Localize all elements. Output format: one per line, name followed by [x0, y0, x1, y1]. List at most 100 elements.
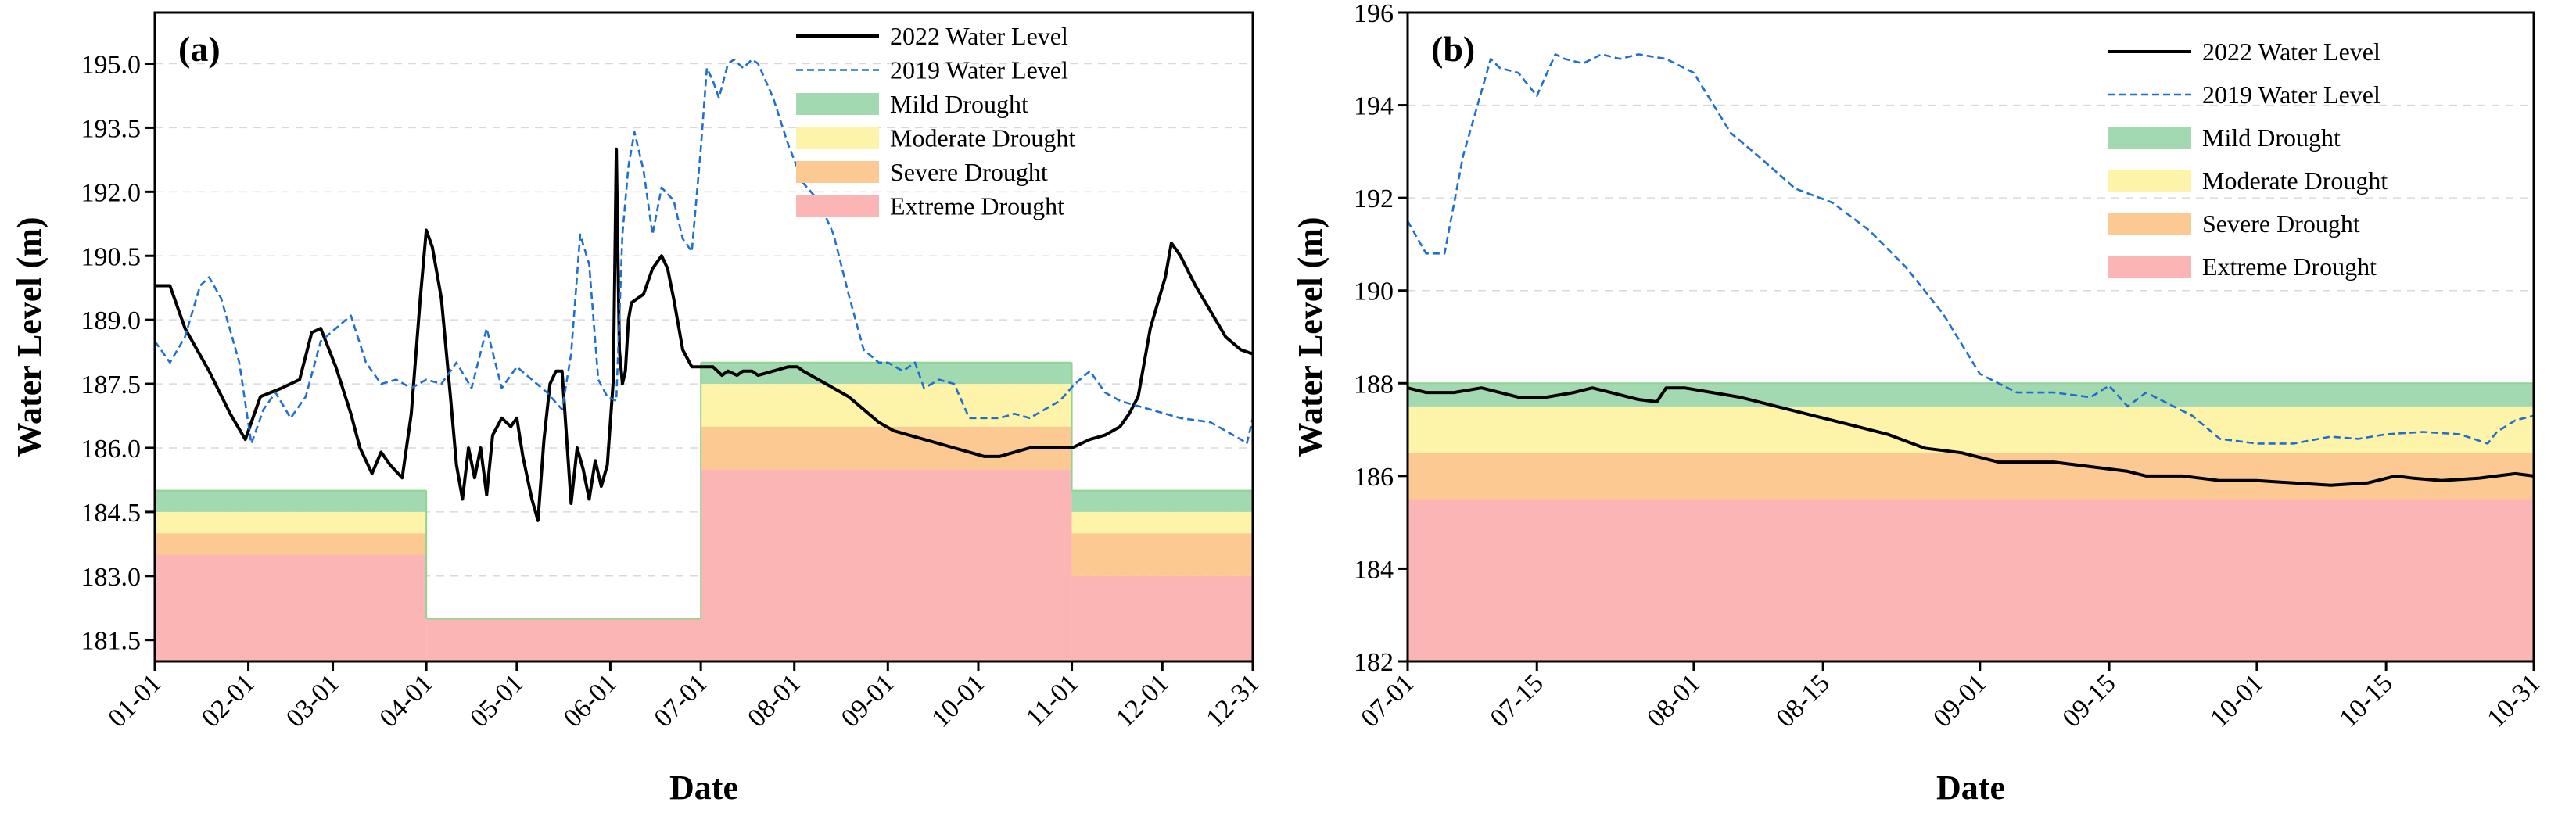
extreme-drought-band: [1071, 575, 1253, 661]
x-tick-label: 05-01: [465, 668, 529, 732]
y-tick-label: 190.5: [81, 242, 142, 271]
y-tick-label: 182: [1354, 648, 1394, 677]
panel-a-series: [153, 58, 1254, 522]
x-tick-label: 09-01: [1928, 668, 1992, 732]
panel-b-frame: [1406, 11, 2535, 663]
x-tick-label: 09-01: [836, 668, 900, 732]
panel-a-y-ticks: 181.5 183.0 184.5 186.0 187.5 189.0 190.5 192.0…: [81, 51, 155, 656]
legend-entry-severe-swatch: [796, 161, 879, 183]
y-tick-label: 192: [1354, 184, 1394, 213]
panel-a-frame: [153, 11, 1254, 663]
mild-drought-band: [1408, 383, 2534, 406]
x-tick-label: 03-01: [281, 668, 345, 732]
x-tick-label: 01-01: [102, 668, 167, 732]
moderate-drought-band: [701, 384, 1072, 427]
y-tick-label: 189.0: [81, 306, 142, 335]
legend-entry-2022-label: 2022 Water Level: [2202, 38, 2380, 66]
x-tick-label: 10-01: [926, 668, 990, 732]
x-tick-label: 06-01: [558, 668, 622, 732]
series-2022-water-level: [155, 147, 1254, 522]
x-tick-label: 10-01: [2205, 668, 2269, 732]
severe-drought-band: [1408, 453, 2534, 500]
x-tick-label: 04-01: [375, 668, 439, 732]
x-tick-label: 10-31: [2481, 668, 2546, 732]
extreme-drought-band: [1408, 499, 2534, 661]
legend-entry-mild-label: Mild Drought: [2202, 124, 2341, 152]
series-2022-water-level: [1407, 386, 2535, 487]
extreme-drought-band: [426, 618, 701, 661]
moderate-drought-band: [1408, 406, 2534, 453]
x-tick-label: 08-01: [1641, 668, 1706, 732]
panel-a-drought-bands: [155, 361, 1253, 661]
legend-entry-mild-label: Mild Drought: [890, 90, 1028, 118]
x-tick-label: 07-01: [649, 668, 713, 732]
moderate-drought-band: [1071, 511, 1253, 534]
series-2019-water-level: [153, 58, 1254, 445]
moderate-drought-band: [155, 511, 427, 534]
panel-b-chart: 182 184 186 188 190 192 194 196 07-01 07-15 08-01…: [1291, 0, 2546, 807]
legend-entry-extreme-label: Extreme Drought: [2202, 252, 2377, 281]
legend-entry-extreme-swatch: [2108, 256, 2191, 278]
legend-entry-extreme-label: Extreme Drought: [890, 192, 1064, 220]
y-tick-label: 196: [1354, 0, 1394, 28]
panel-b-label: (b): [1431, 29, 1475, 69]
extreme-drought-band: [155, 554, 427, 661]
x-tick-label: 11-01: [1021, 668, 1084, 732]
severe-drought-band: [1071, 533, 1253, 576]
panel-a-x-ticks: 01-01 02-01 03-01 04-01 05-01 06-01 07-01 08-01…: [102, 661, 1265, 733]
x-tick-label: 09-15: [2057, 668, 2121, 732]
legend-entry-moderate-swatch: [796, 127, 879, 149]
y-tick-label: 184.5: [81, 499, 142, 528]
y-tick-label: 187.5: [81, 371, 142, 399]
y-tick-label: 190: [1354, 278, 1394, 306]
legend-entry-2019-label: 2019 Water Level: [2202, 81, 2380, 109]
legend-entry-mild-swatch: [2108, 127, 2191, 149]
y-tick-label: 192.0: [81, 178, 142, 207]
y-tick-label: 184: [1354, 555, 1394, 584]
severe-drought-band: [155, 533, 427, 555]
series-2019-water-level: [1406, 53, 2535, 445]
panel-b-y-axis-label: Water Level (m): [1291, 217, 1329, 457]
mild-drought-band: [1071, 490, 1253, 512]
x-tick-label: 07-01: [1355, 668, 1419, 732]
panel-a-legend: 2022 Water Level 2019 Water Level Mild Dro…: [796, 22, 1075, 220]
panel-b-series: [1406, 53, 2535, 487]
legend-entry-moderate-swatch: [2108, 170, 2191, 192]
y-tick-label: 193.5: [81, 114, 142, 143]
x-tick-label: 07-15: [1485, 668, 1549, 732]
legend-entry-moderate-label: Moderate Drought: [890, 124, 1075, 152]
legend-entry-mild-swatch: [796, 93, 879, 115]
panel-a-chart: 181.5 183.0 184.5 186.0 187.5 189.0 190.5 192.0…: [10, 11, 1265, 807]
legend-entry-2022-label: 2022 Water Level: [890, 22, 1068, 50]
legend-entry-extreme-swatch: [796, 195, 879, 217]
panel-b-legend: 2022 Water Level 2019 Water Level Mild Dro…: [2108, 38, 2388, 281]
panel-b-y-ticks: 182 184 186 188 190 192 194 196: [1354, 0, 1408, 677]
panel-a-y-axis-label: Water Level (m): [10, 217, 48, 457]
legend-entry-severe-swatch: [2108, 213, 2191, 235]
x-tick-label: 12-01: [1110, 668, 1175, 732]
severe-drought-band: [701, 426, 1072, 470]
y-tick-label: 186.0: [81, 435, 142, 464]
legend-entry-severe-label: Severe Drought: [890, 158, 1048, 186]
x-tick-label: 12-31: [1200, 668, 1265, 732]
y-tick-label: 181.5: [81, 627, 142, 656]
mild-drought-band: [155, 490, 427, 512]
y-tick-label: 195.0: [81, 51, 142, 80]
x-tick-label: 02-01: [196, 668, 260, 732]
legend-entry-2019-label: 2019 Water Level: [890, 56, 1068, 84]
y-tick-label: 188: [1354, 370, 1394, 399]
panel-b-x-ticks: 07-01 07-15 08-01 08-15 09-01 09-15 10-01 10-15…: [1355, 661, 2546, 733]
y-tick-label: 186: [1354, 463, 1394, 492]
legend-entry-severe-label: Severe Drought: [2202, 210, 2360, 238]
extreme-drought-band: [701, 469, 1072, 661]
panel-a-x-axis-label: Date: [669, 768, 738, 807]
y-tick-label: 194: [1354, 92, 1394, 121]
panel-b-x-axis-label: Date: [1936, 768, 2005, 807]
legend-entry-moderate-label: Moderate Drought: [2202, 167, 2388, 195]
panel-b-drought-bands: [1408, 382, 2534, 661]
y-tick-label: 183.0: [81, 563, 142, 592]
panel-a-label: (a): [178, 29, 221, 69]
x-tick-label: 10-15: [2334, 668, 2398, 732]
x-tick-label: 08-01: [742, 668, 806, 732]
